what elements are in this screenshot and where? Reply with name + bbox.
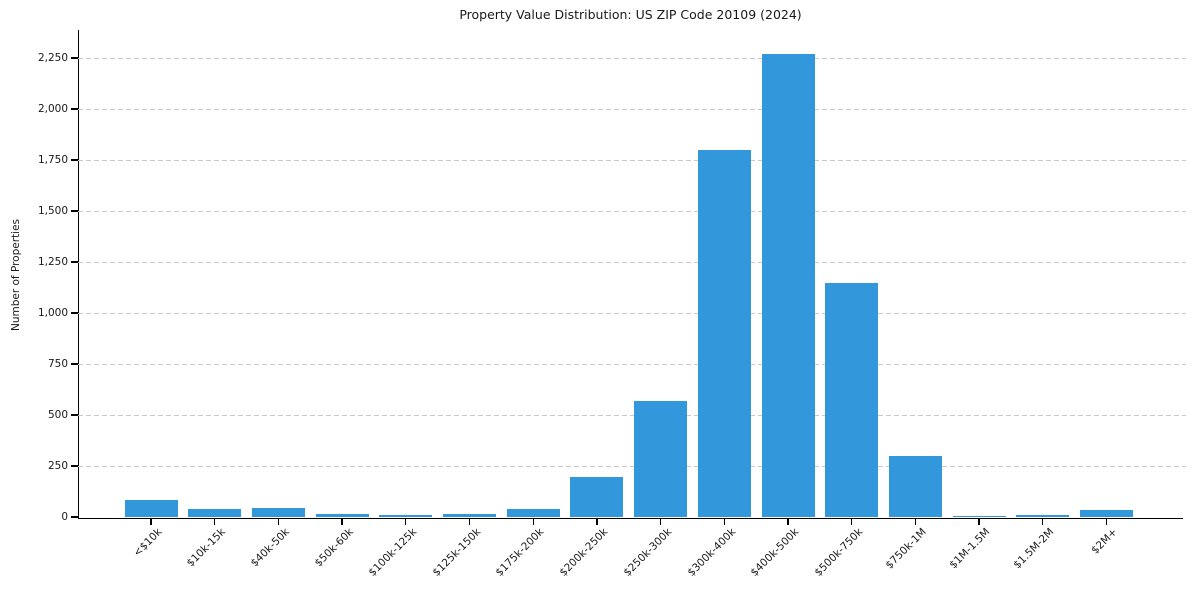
y-tick-label: 0 [61,510,68,523]
y-tick-label: 2,250 [37,51,68,64]
x-tick-label: $300k-400k [684,526,738,579]
bar-$2M+ [1080,509,1133,517]
bar-$200k-250k [570,477,624,517]
x-tick-label: $2M+ [1089,526,1120,557]
y-axis-tick [71,312,78,314]
x-axis-tick [405,519,407,525]
plot-area [78,30,1183,519]
bar-$100k-125k [379,514,433,517]
x-axis-tick [914,519,917,525]
y-tick-label: 1,500 [37,204,68,217]
y-axis-tick [71,57,78,59]
x-tick-label: $50k-60k [312,526,356,570]
x-tick-label: $10k-15k [184,526,229,570]
y-tick-label: 2,000 [37,102,68,115]
x-tick-label: $1M-1.5M [947,526,993,572]
gridline [78,108,1186,110]
y-axis-tick [71,159,78,161]
y-axis-tick [71,363,78,365]
y-tick-label: 250 [47,459,68,472]
gridline [78,363,1186,365]
x-tick-label: $40k-50k [248,526,292,570]
y-tick-label: 1,750 [37,153,68,166]
y-axis-tick [71,210,78,212]
y-tick-label: 500 [47,408,68,421]
x-axis-tick [1105,519,1108,525]
bar-$40k-50k [251,507,305,517]
x-axis-tick [723,519,725,525]
x-axis-tick [851,519,853,525]
x-tick-label: $200k-250k [557,526,611,579]
bar-$10k-15k [188,509,242,517]
gridline [78,159,1186,161]
y-tick-label: 750 [47,357,68,370]
bar-$125k-150k [443,513,496,517]
x-axis-tick [277,519,280,525]
x-tick-label: $100k-125k [366,526,420,579]
bar-$1M-1.5M [952,515,1006,517]
x-axis-tick [468,519,471,525]
x-axis-tick [659,519,662,525]
bar-$175k-200k [506,509,560,517]
gridline [78,57,1186,59]
y-axis-tick [71,261,78,263]
gridline [78,414,1186,416]
x-axis-tick [1042,519,1044,525]
y-axis-tick [71,516,78,518]
bar-$50k-60k [315,514,369,517]
x-axis-tick [341,519,343,525]
x-axis-tick [150,519,152,525]
x-axis-tick [532,519,534,525]
chart-title: Property Value Distribution: US ZIP Code… [459,7,802,22]
bar-$500k-750k [825,283,879,517]
bar-$400k-500k [761,53,815,517]
gridline [78,465,1186,467]
bar-$1.5M-2M [1016,514,1070,517]
x-axis-tick [978,519,980,525]
gridline [78,312,1186,314]
y-tick-label: 1,000 [37,306,68,319]
y-axis-tick [71,465,78,467]
bar-$300k-400k [697,149,751,517]
x-tick-label: $250k-300k [621,526,675,579]
x-tick-label: $500k-750k [812,526,866,579]
x-tick-label: $400k-500k [748,526,802,579]
bar-$750k-1M [888,455,942,517]
x-tick-label: $175k-200k [493,526,547,579]
y-axis-tick [71,108,78,110]
y-axis-tick [71,414,78,416]
bar-$250k-300k [634,400,688,517]
gridline [78,261,1186,263]
x-tick-label: $750k-1M [883,526,929,572]
x-axis-tick [787,519,789,525]
x-tick-label: $125k-150k [430,526,483,579]
gridline [78,210,1186,212]
bar-<$10k [124,499,178,517]
x-tick-label: <$10k [131,526,165,560]
x-tick-label: $1.5M-2M [1011,526,1057,572]
x-axis-tick [214,519,216,525]
y-tick-label: 1,250 [37,255,68,268]
x-axis-tick [596,519,598,525]
